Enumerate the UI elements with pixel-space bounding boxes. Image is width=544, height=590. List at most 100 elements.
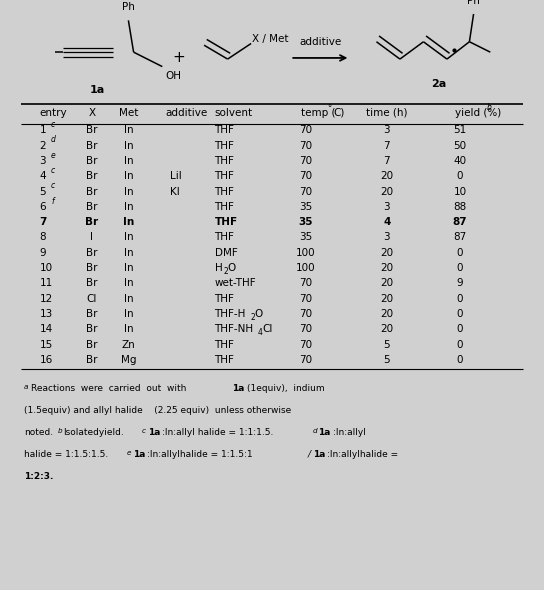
Text: solvent: solvent xyxy=(214,108,252,118)
Text: :In:allylhalide =: :In:allylhalide = xyxy=(327,450,399,458)
Text: 1a: 1a xyxy=(133,450,145,458)
Text: 5: 5 xyxy=(384,355,390,365)
Text: wet-THF: wet-THF xyxy=(214,278,256,289)
Text: 13: 13 xyxy=(40,309,53,319)
Text: In: In xyxy=(123,186,133,196)
Text: :In:allyl halide = 1:1:1.5.: :In:allyl halide = 1:1:1.5. xyxy=(162,428,274,437)
Text: THF: THF xyxy=(214,156,234,166)
Text: 1a: 1a xyxy=(148,428,160,437)
Text: 2: 2 xyxy=(40,140,46,150)
Text: In: In xyxy=(123,309,133,319)
Text: 100: 100 xyxy=(296,248,316,258)
Text: Br: Br xyxy=(86,355,97,365)
Text: 35: 35 xyxy=(299,232,313,242)
Text: 2: 2 xyxy=(224,267,228,276)
Text: 70: 70 xyxy=(299,355,312,365)
Text: c: c xyxy=(51,166,55,175)
Text: 1a: 1a xyxy=(313,450,325,458)
Text: 6: 6 xyxy=(40,202,46,212)
Text: 87: 87 xyxy=(453,232,467,242)
Text: 100: 100 xyxy=(296,263,316,273)
Text: 70: 70 xyxy=(299,186,312,196)
Text: 4: 4 xyxy=(40,171,46,181)
Text: 16: 16 xyxy=(40,355,53,365)
Text: In: In xyxy=(123,156,133,166)
Text: f: f xyxy=(51,196,54,205)
Text: 51: 51 xyxy=(453,125,467,135)
Text: DMF: DMF xyxy=(214,248,237,258)
Text: Zn: Zn xyxy=(121,340,135,350)
Text: 4: 4 xyxy=(258,329,263,337)
Text: 10: 10 xyxy=(454,186,467,196)
Text: b: b xyxy=(57,428,62,434)
Text: noted.: noted. xyxy=(24,428,53,437)
Text: 5: 5 xyxy=(40,186,46,196)
Text: Ph: Ph xyxy=(467,0,480,6)
Text: 8: 8 xyxy=(40,232,46,242)
Text: Br: Br xyxy=(86,278,97,289)
Text: In: In xyxy=(123,263,133,273)
Text: 0: 0 xyxy=(457,294,463,304)
Text: Br: Br xyxy=(86,248,97,258)
Text: 87: 87 xyxy=(453,217,467,227)
Text: O: O xyxy=(227,263,236,273)
Text: 0: 0 xyxy=(457,324,463,335)
Text: OH: OH xyxy=(165,71,181,81)
Text: Br: Br xyxy=(86,309,97,319)
Text: THF: THF xyxy=(214,202,234,212)
Text: e: e xyxy=(127,450,131,455)
Text: entry: entry xyxy=(40,108,67,118)
Text: 3: 3 xyxy=(384,202,390,212)
Text: a: a xyxy=(24,384,28,390)
Text: /: / xyxy=(307,450,311,458)
Text: d: d xyxy=(313,428,317,434)
Text: :In:allyl: :In:allyl xyxy=(333,428,366,437)
Text: LiI: LiI xyxy=(170,171,182,181)
Text: 20: 20 xyxy=(380,186,393,196)
Text: THF: THF xyxy=(214,140,234,150)
Text: 10: 10 xyxy=(40,263,53,273)
Text: X: X xyxy=(88,108,95,118)
Text: C): C) xyxy=(333,108,344,118)
Text: 1a: 1a xyxy=(89,85,104,95)
Text: In: In xyxy=(123,232,133,242)
Text: In: In xyxy=(123,171,133,181)
Text: 40: 40 xyxy=(454,156,467,166)
Text: Br: Br xyxy=(86,263,97,273)
Text: 9: 9 xyxy=(457,278,463,289)
Text: THF: THF xyxy=(214,355,234,365)
Text: 70: 70 xyxy=(299,278,312,289)
Text: KI: KI xyxy=(170,186,180,196)
Text: In: In xyxy=(123,125,133,135)
Text: 20: 20 xyxy=(380,263,393,273)
Text: I: I xyxy=(90,232,94,242)
Text: 1:2:3.: 1:2:3. xyxy=(24,471,53,481)
Text: Br: Br xyxy=(86,125,97,135)
Text: 11: 11 xyxy=(40,278,53,289)
Text: 70: 70 xyxy=(299,125,312,135)
Text: d: d xyxy=(51,135,56,144)
Text: 3: 3 xyxy=(40,156,46,166)
Text: 3: 3 xyxy=(384,125,390,135)
Text: THF: THF xyxy=(214,125,234,135)
Text: 7: 7 xyxy=(384,140,390,150)
Text: In: In xyxy=(123,324,133,335)
Text: 7: 7 xyxy=(40,217,47,227)
Text: b: b xyxy=(487,103,492,112)
Text: 88: 88 xyxy=(453,202,467,212)
Text: 1a: 1a xyxy=(318,428,331,437)
Text: 7: 7 xyxy=(384,156,390,166)
Text: 0: 0 xyxy=(457,309,463,319)
Text: Br: Br xyxy=(86,186,97,196)
Text: Br: Br xyxy=(86,340,97,350)
Text: 50: 50 xyxy=(454,140,467,150)
Text: Br: Br xyxy=(86,140,97,150)
Text: c: c xyxy=(51,120,55,129)
Text: 2: 2 xyxy=(250,313,255,322)
Text: Br: Br xyxy=(85,217,98,227)
Text: 70: 70 xyxy=(299,324,312,335)
Text: 1: 1 xyxy=(40,125,46,135)
Text: 20: 20 xyxy=(380,171,393,181)
Text: THF: THF xyxy=(214,171,234,181)
Text: THF: THF xyxy=(214,186,234,196)
